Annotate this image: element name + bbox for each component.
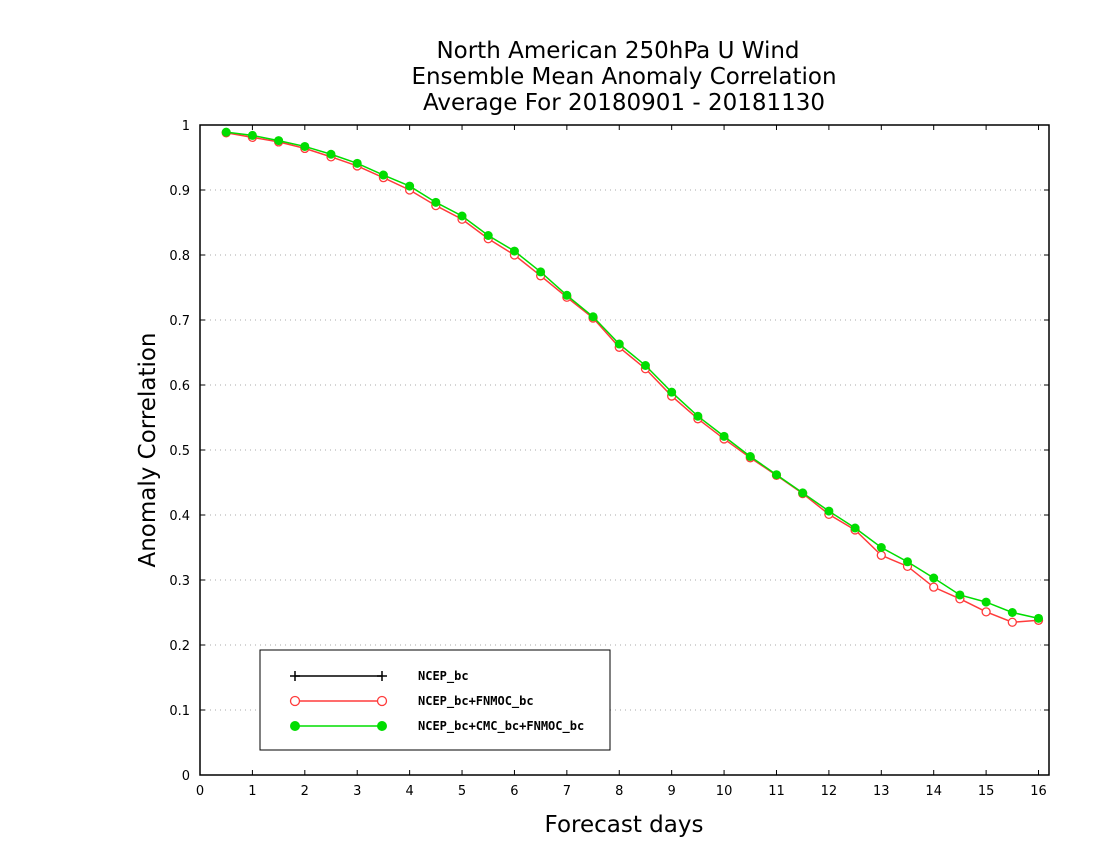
series-line (226, 132, 1039, 624)
data-point (798, 488, 808, 498)
y-tick-label: 0.5 (169, 444, 190, 459)
data-point (824, 506, 834, 516)
data-point (955, 590, 965, 600)
legend-box (259, 649, 611, 751)
data-point (929, 573, 939, 583)
data-point (588, 312, 598, 322)
data-point (247, 130, 257, 140)
data-point (483, 231, 493, 240)
x-tick-label: 14 (925, 784, 942, 799)
data-point (850, 523, 860, 533)
title-line-1: North American 250hPa U Wind (436, 38, 799, 64)
x-tick-label: 16 (1030, 784, 1047, 799)
x-tick-label: 7 (563, 784, 571, 799)
data-point (667, 387, 677, 397)
x-tick-label: 9 (668, 784, 676, 799)
x-tick-label: 15 (978, 784, 995, 799)
legend-marker (377, 671, 387, 681)
data-point (771, 470, 781, 480)
data-point (326, 149, 336, 159)
x-tick-label: 2 (301, 784, 309, 799)
series-ncep-bc-fnmoc-bc (221, 128, 1044, 627)
data-point (929, 582, 939, 592)
data-point (457, 211, 467, 221)
series-ncep-bc-cmc-bc-fnmoc-bc (221, 127, 1044, 623)
data-point (405, 181, 415, 191)
title-line-2: Ensemble Mean Anomaly Correlation (411, 64, 836, 90)
x-tick-label: 11 (768, 784, 785, 799)
legend-marker (289, 695, 301, 707)
chart-title: North American 250hPa U Wind Ensemble Me… (411, 38, 836, 116)
data-point (640, 361, 650, 370)
title-line-3: Average For 20180901 - 20181130 (423, 90, 825, 116)
x-tick-label: 3 (353, 784, 361, 799)
y-tick-label: 0.9 (169, 184, 190, 199)
x-tick-label: 5 (458, 784, 466, 799)
data-point (719, 431, 729, 441)
data-point (274, 136, 284, 146)
series-line (226, 131, 1039, 620)
data-point (352, 158, 362, 168)
y-tick-label: 1 (182, 119, 190, 134)
data-point (981, 597, 991, 607)
y-tick-label: 0.1 (169, 704, 190, 719)
x-tick-label: 10 (716, 784, 733, 799)
x-axis-label: Forecast days (545, 812, 704, 838)
axes: 00.10.20.30.40.50.60.70.80.910 1 2 3 4 5 6 7 8 9 1… (169, 119, 1049, 799)
y-tick-label: 0.8 (169, 249, 190, 264)
data-point (509, 246, 519, 256)
x-tick-label: 1 (248, 784, 256, 799)
data-point (378, 170, 388, 180)
y-tick-label: 0.3 (169, 574, 190, 589)
legend-label: NCEP_bc+FNMOC_bc (418, 694, 534, 709)
data-point (693, 411, 703, 421)
data-point (300, 141, 310, 151)
data-point (903, 557, 912, 567)
y-tick-label: 0.4 (169, 509, 190, 524)
data-point (1007, 608, 1017, 617)
x-tick-label: 8 (615, 784, 623, 799)
x-tick-label: 0 (196, 784, 204, 799)
data-point (536, 267, 546, 277)
legend-marker (376, 695, 388, 707)
x-tick-label: 12 (821, 784, 838, 799)
legend: NCEP_bc NCEP_bc+FNMOC_bc NCEP_bc+CMC_bc+FN… (259, 649, 611, 751)
x-tick-label: 6 (510, 784, 518, 799)
data-point (1034, 613, 1044, 623)
legend-marker (377, 721, 387, 731)
data-point (876, 550, 886, 560)
y-axis-label: Anomaly Correlation (135, 332, 161, 567)
x-tick-label: 4 (405, 784, 413, 799)
data-point (431, 197, 441, 207)
data-point (1007, 617, 1017, 627)
y-tick-label: 0.7 (169, 314, 190, 329)
y-tick-label: 0 (182, 769, 190, 784)
plot-frame (199, 124, 1050, 776)
data-point (981, 607, 991, 617)
data-point (614, 339, 624, 349)
grid (200, 189, 1049, 711)
legend-marker (290, 721, 300, 731)
data-point (876, 543, 886, 552)
y-tick-label: 0.6 (169, 379, 190, 394)
data-point (562, 290, 572, 300)
data-point (221, 127, 231, 137)
x-tick-label: 13 (873, 784, 890, 799)
legend-label: NCEP_bc (418, 669, 469, 684)
y-tick-label: 0.2 (169, 639, 190, 654)
data-point (745, 452, 755, 461)
legend-label: NCEP_bc+CMC_bc+FNMOC_bc (418, 719, 584, 734)
legend-marker (290, 671, 300, 681)
series-layer (221, 127, 1044, 627)
